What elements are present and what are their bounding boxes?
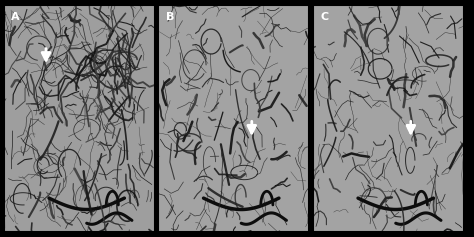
Text: C: C — [320, 12, 328, 22]
Text: B: B — [166, 12, 174, 22]
Text: A: A — [11, 12, 20, 22]
